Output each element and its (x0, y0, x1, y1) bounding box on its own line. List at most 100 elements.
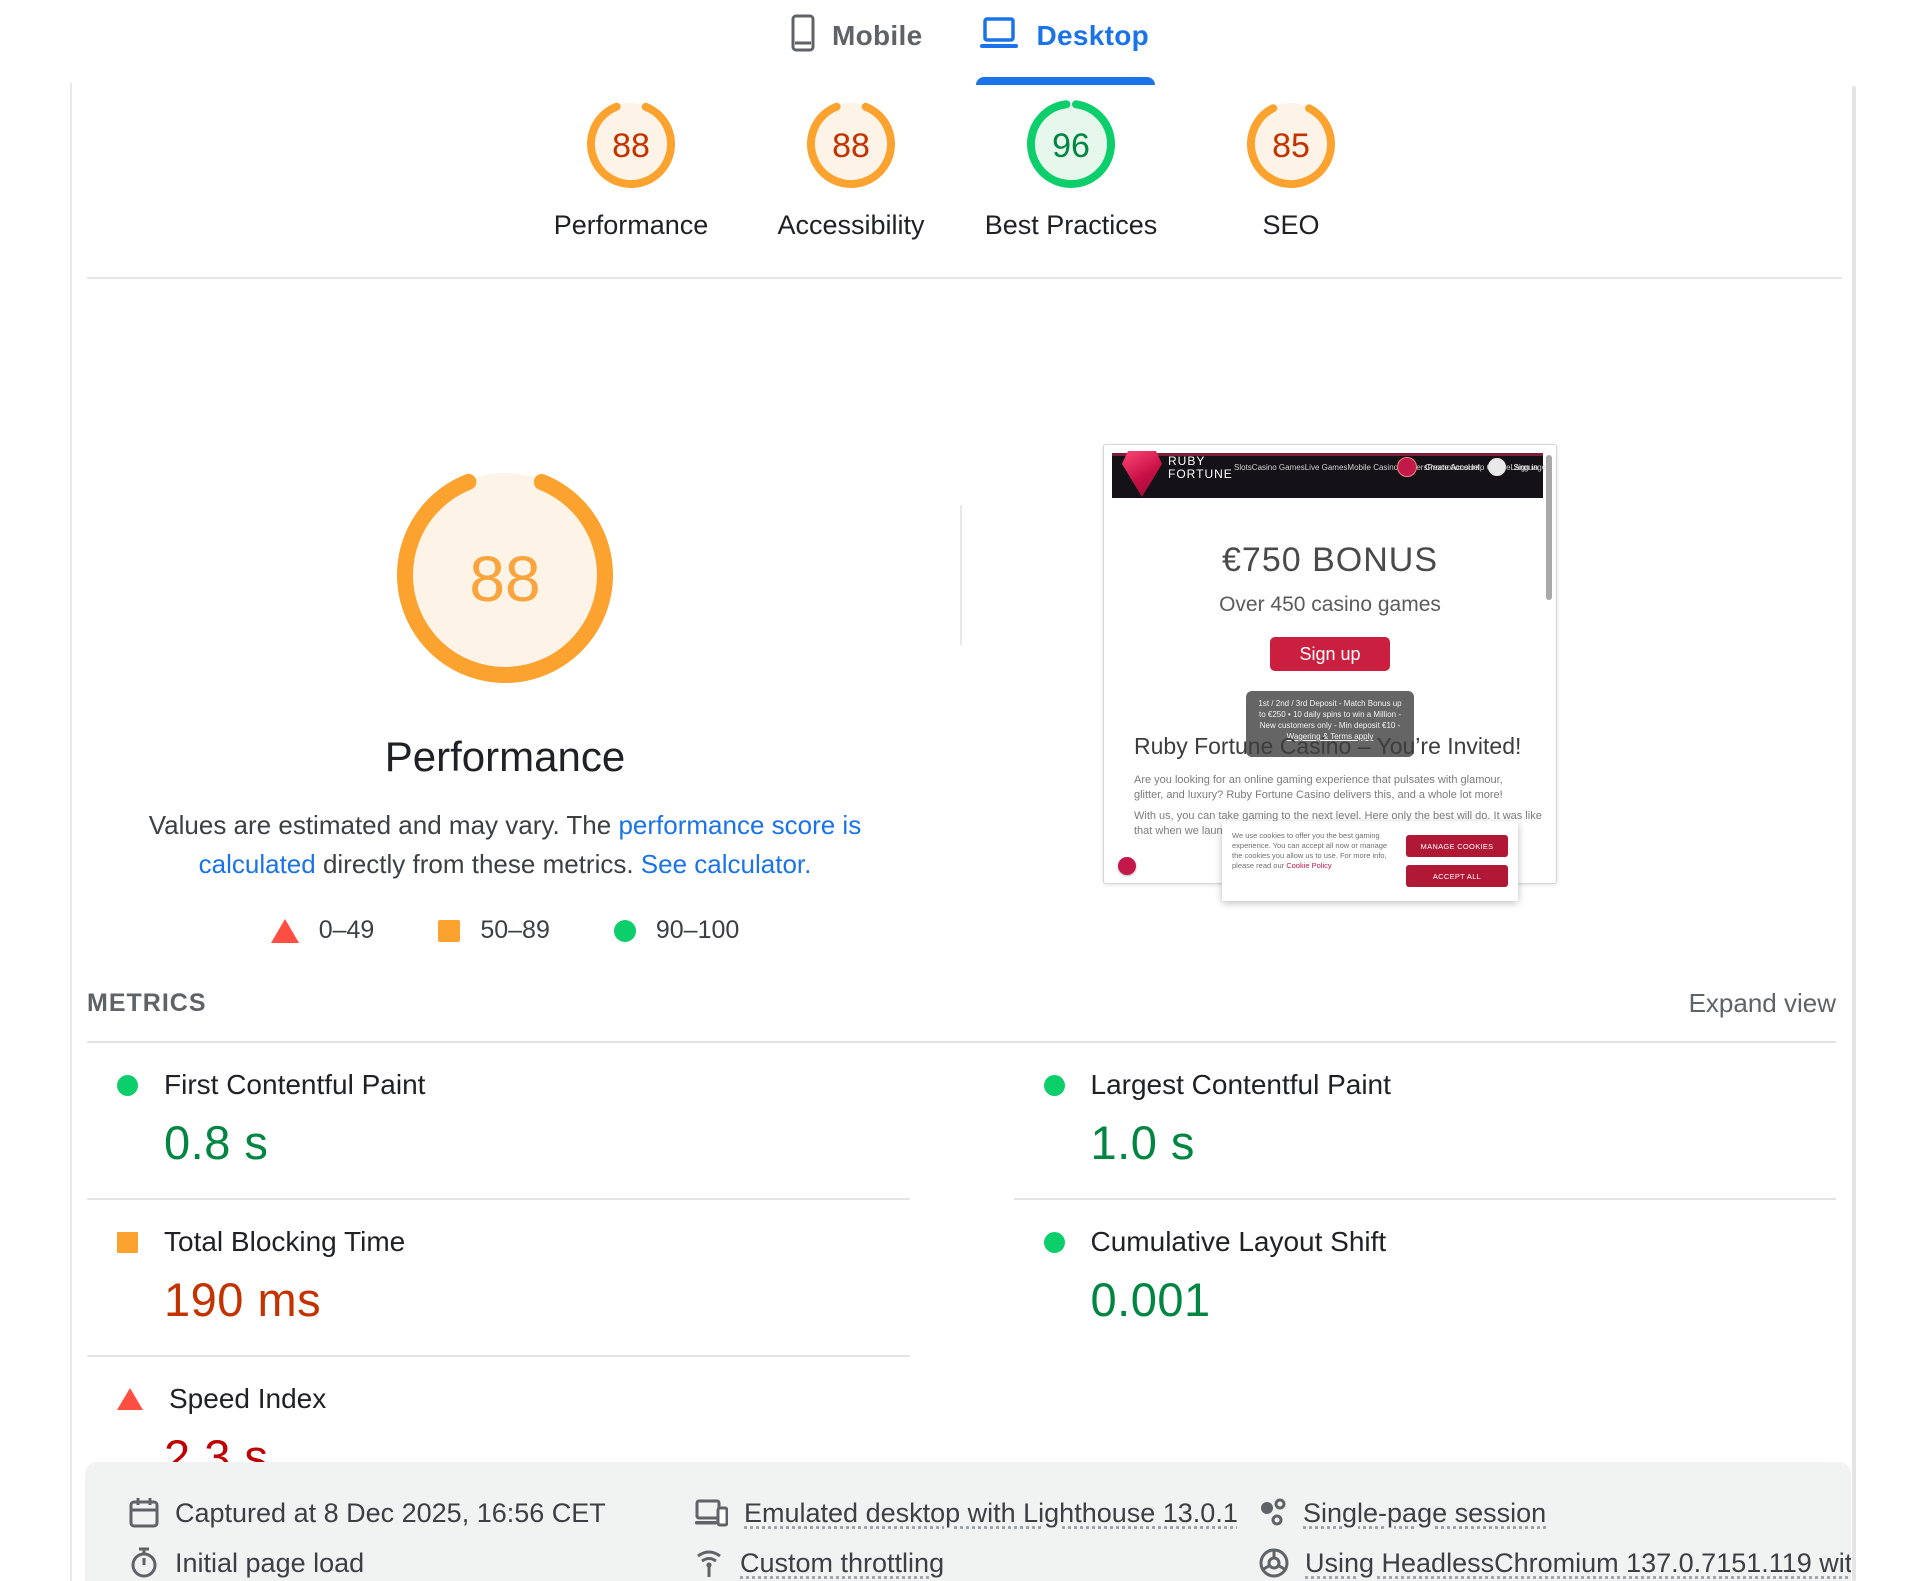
preview-nav-item: Mobile Casino (1347, 463, 1399, 472)
preview-signup-button: Sign up (1270, 637, 1390, 671)
fail-triangle-icon (270, 918, 299, 943)
performance-score-gauge[interactable]: 88 (385, 455, 625, 700)
svg-text:88: 88 (612, 127, 650, 165)
metric-value: 0.001 (1090, 1273, 1211, 1326)
metric-name: Cumulative Layout Shift (1090, 1226, 1387, 1257)
single-page-session-icon (1261, 1498, 1286, 1526)
metrics-section: METRICS Expand view First Contentful Pai… (87, 988, 1836, 1512)
legend-item-average: 50–89 (438, 916, 550, 945)
single-page-session-link[interactable]: Single-page session (1303, 1497, 1547, 1528)
svg-text:88: 88 (469, 543, 540, 615)
category-gauge-best-practices[interactable]: 96 Best Practices (961, 96, 1181, 241)
preview-article-paragraph: Are you looking for an online gaming exp… (1134, 774, 1503, 801)
preview-bonus-subline: Over 450 casino games (1219, 593, 1441, 616)
category-label: SEO (1262, 210, 1320, 240)
preview-scrollbar-thumb (1546, 455, 1552, 600)
metric-total-blocking-time[interactable]: Total Blocking Time 190 ms (87, 1198, 910, 1355)
see-calculator-link[interactable]: See calculator. (640, 849, 812, 879)
category-label: Best Practices (984, 210, 1158, 240)
tab-mobile[interactable]: Mobile (790, 14, 922, 71)
legend-range: 50–89 (480, 916, 550, 944)
mobile-icon (790, 14, 816, 57)
tab-desktop[interactable]: Desktop (976, 16, 1156, 85)
performance-description: Values are estimated and may vary. The p… (115, 806, 895, 884)
desktop-icon (978, 16, 1020, 55)
preview-terms-link: Wagering & Terms apply (1286, 732, 1374, 741)
device-tabs: Mobile Desktop (790, 14, 1156, 85)
description-text: directly from these metrics. (315, 849, 641, 879)
cookie-banner-buttons: MANAGE COOKIES ACCEPT ALL (1406, 831, 1508, 891)
preview-nav-item: Promotions (1427, 463, 1468, 472)
accept-all-button: ACCEPT ALL (1406, 865, 1508, 887)
legend-item-fail: 0–49 (270, 916, 375, 945)
captured-at: Captured at 8 Dec 2025, 16:56 CET (129, 1488, 694, 1538)
category-label: Accessibility (777, 210, 925, 240)
svg-text:88: 88 (832, 127, 870, 165)
average-square-icon (117, 1231, 138, 1253)
sign-in-label: Sign in (1513, 462, 1538, 472)
legend-range: 0–49 (318, 916, 375, 944)
sign-in-icon (1487, 458, 1506, 476)
create-account-label: Create Account (1424, 462, 1480, 472)
preview-brand-text: RUBY FORTUNE (1168, 454, 1233, 481)
session-type: Single-page session (1259, 1488, 1851, 1538)
report-scrollbar[interactable] (1852, 86, 1856, 1581)
metric-first-contentful-paint[interactable]: First Contentful Paint 0.8 s (87, 1043, 910, 1198)
pass-circle-icon (1043, 1231, 1065, 1253)
final-screenshot-preview[interactable]: RUBY FORTUNE Slots Casino Games Live Gam… (1103, 444, 1557, 901)
calc-explainer-link[interactable]: performance score is calculated (198, 810, 862, 879)
pass-circle-icon (1043, 1074, 1065, 1096)
manage-cookies-button: MANAGE COOKIES (1406, 835, 1508, 857)
metrics-grid: First Contentful Paint 0.8 s Largest Con… (87, 1043, 1836, 1512)
tab-mobile-label: Mobile (832, 19, 923, 51)
svg-text:96: 96 (1052, 127, 1090, 165)
category-gauge-performance[interactable]: 88 Performance (521, 96, 741, 241)
environment-footer: Captured at 8 Dec 2025, 16:56 CET Initia… (85, 1462, 1851, 1581)
browser-version: Using HeadlessChromium 137.0.7151.119 wi… (1259, 1538, 1851, 1581)
metric-cumulative-layout-shift[interactable]: Cumulative Layout Shift 0.001 (1013, 1198, 1836, 1355)
metric-value: 1.0 s (1090, 1116, 1195, 1169)
stopwatch-icon (131, 1547, 157, 1578)
chromium-version-link[interactable]: Using HeadlessChromium 137.0.7151.119 wi… (1305, 1547, 1851, 1578)
header-divider (87, 277, 1842, 279)
metric-largest-contentful-paint[interactable]: Largest Contentful Paint 1.0 s (1014, 1043, 1837, 1198)
initial-page-load: Initial page load (129, 1538, 694, 1581)
preview-nav: Slots Casino Games Live Games Mobile Cas… (1234, 463, 1546, 472)
metric-name: Speed Index (169, 1383, 327, 1414)
legend-item-pass: 90–100 (613, 916, 740, 945)
preview-bonus-headline: €750 BONUS (1222, 541, 1438, 579)
throttling: Custom throttling (694, 1538, 1259, 1581)
svg-text:85: 85 (1272, 127, 1310, 165)
expand-view-button[interactable]: Expand view (1688, 988, 1836, 1018)
tab-active-underline (976, 77, 1156, 85)
category-gauge-accessibility[interactable]: 88 Accessibility (741, 96, 961, 241)
tab-desktop-label: Desktop (1036, 19, 1150, 51)
metric-value: 190 ms (164, 1273, 322, 1326)
category-label: Performance (553, 210, 709, 240)
fail-triangle-icon (117, 1388, 143, 1410)
category-gauge-seo[interactable]: 85 SEO (1181, 96, 1401, 241)
preview-account-area: Create Account Sign in (1396, 457, 1538, 477)
preview-nav-item: Live Games (1304, 463, 1348, 472)
emulated-desktop-icon (695, 1499, 728, 1527)
cookie-banner-text: We use cookies to offer you the best gam… (1232, 831, 1388, 870)
metric-name: Largest Contentful Paint (1090, 1069, 1391, 1100)
emulated-device: Emulated desktop with Lighthouse 13.0.1 (694, 1488, 1259, 1538)
average-square-icon (438, 919, 461, 942)
preview-nav-item: Slots (1234, 463, 1252, 472)
score-legend: 0–49 50–89 90–100 (115, 916, 895, 945)
metrics-header: METRICS Expand view (87, 988, 1836, 1043)
calendar-icon (129, 1498, 159, 1528)
chromium-icon (1259, 1548, 1289, 1578)
preview-cookie-banner: We use cookies to offer you the best gam… (1222, 821, 1518, 901)
legend-range: 90–100 (655, 916, 740, 944)
report-card-left-border (70, 83, 72, 1581)
preview-nav-item: Language (1510, 463, 1547, 472)
custom-throttling-link[interactable]: Custom throttling (740, 1547, 945, 1578)
create-account-icon (1396, 457, 1417, 477)
preview-chat-bubble-icon (1118, 857, 1136, 875)
emulated-desktop-link[interactable]: Emulated desktop with Lighthouse 13.0.1 (744, 1497, 1238, 1528)
metric-name: Total Blocking Time (164, 1226, 406, 1257)
metric-name: First Contentful Paint (164, 1069, 426, 1100)
